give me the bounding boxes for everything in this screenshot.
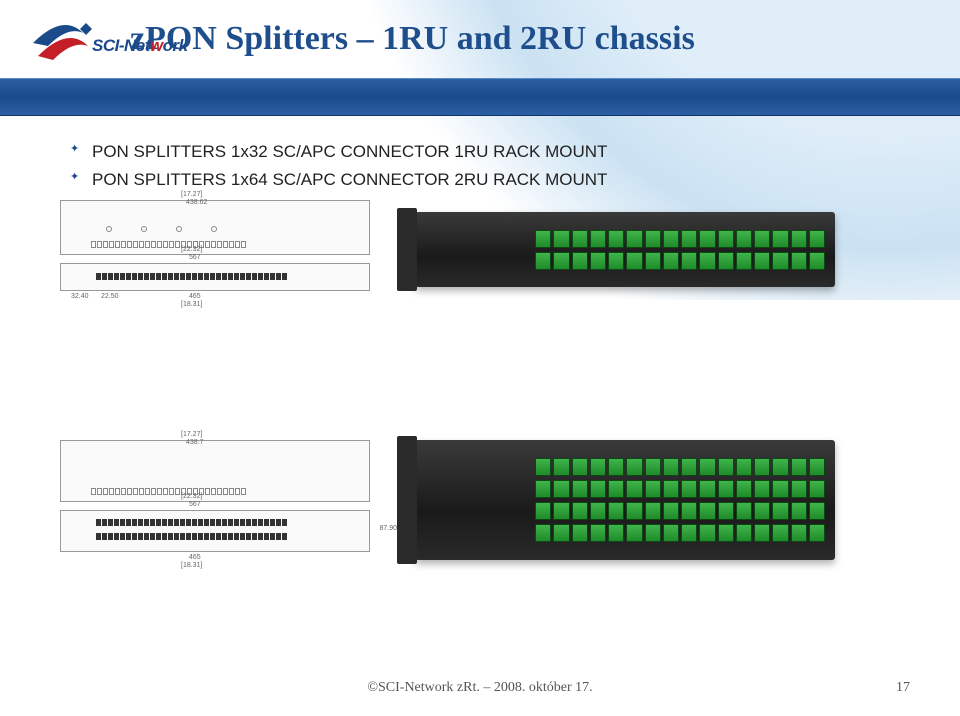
dim-label: [22.32] [181,493,202,500]
footer-text: ©SCI-Network zRt. – 2008. október 17. [367,680,592,696]
logo: SCI-Network [28,18,188,73]
drawing-2ru-top: document.write(Array(26).fill('<div clas… [60,440,370,502]
rack-ear [397,436,417,564]
dim-label: [17.27] [181,431,202,438]
dim-label: 438.7 [186,439,204,446]
dim-label: [22.32] [181,246,202,253]
dim-label: [18.31] [181,562,202,569]
dim-label: 438.62 [186,199,207,206]
dim-label: 22.50 [101,293,119,300]
dim-label: 465 [189,554,201,561]
header-bar [0,78,960,116]
drawing-1ru-front: document.write(Array(32).fill('<div clas… [60,263,370,291]
footer: ©SCI-Network zRt. – 2008. október 17. 17 [0,680,960,696]
chassis-1ru: document.write(Array(16).fill('<div clas… [415,212,835,287]
bullet-item: PON SPLITTERS 1x32 SC/APC CONNECTOR 1RU … [70,140,900,164]
bullet-list: PON SPLITTERS 1x32 SC/APC CONNECTOR 1RU … [70,140,900,192]
connector-panel-2ru: document.write(Array(16).fill('<div clas… [535,448,825,552]
dim-label: 87.90 [379,525,397,532]
dim-label: [17.27] [181,191,202,198]
line-drawing-1ru: document.write(Array(26).fill('<div clas… [60,200,380,299]
dim-label: 32.40 [71,293,89,300]
slide-title: zPON Splitters – 1RU and 2RU chassis [130,20,695,58]
dim-label: 567 [189,254,201,261]
chassis-2ru: document.write(Array(16).fill('<div clas… [415,440,835,560]
connector-panel-1ru: document.write(Array(16).fill('<div clas… [535,220,825,279]
bullet-item: PON SPLITTERS 1x64 SC/APC CONNECTOR 2RU … [70,168,900,192]
row-1ru: document.write(Array(26).fill('<div clas… [60,200,920,299]
photo-2ru: document.write(Array(16).fill('<div clas… [410,440,840,560]
row-2ru: document.write(Array(26).fill('<div clas… [60,440,920,560]
content-area: PON SPLITTERS 1x32 SC/APC CONNECTOR 1RU … [70,140,900,196]
rack-ear [397,208,417,291]
drawing-1ru-top: document.write(Array(26).fill('<div clas… [60,200,370,255]
logo-text: SCI-Network [92,37,188,54]
logo-swoosh-icon [28,18,98,73]
page-number: 17 [896,680,910,696]
figure-area: document.write(Array(26).fill('<div clas… [60,200,920,656]
dim-label: 567 [189,501,201,508]
photo-1ru: document.write(Array(16).fill('<div clas… [410,212,840,287]
line-drawing-2ru: document.write(Array(26).fill('<div clas… [60,440,380,560]
dim-label: 465 [189,293,201,300]
dim-label: [18.31] [181,301,202,308]
drawing-2ru-front: document.write(Array(32).fill('<div clas… [60,510,370,552]
